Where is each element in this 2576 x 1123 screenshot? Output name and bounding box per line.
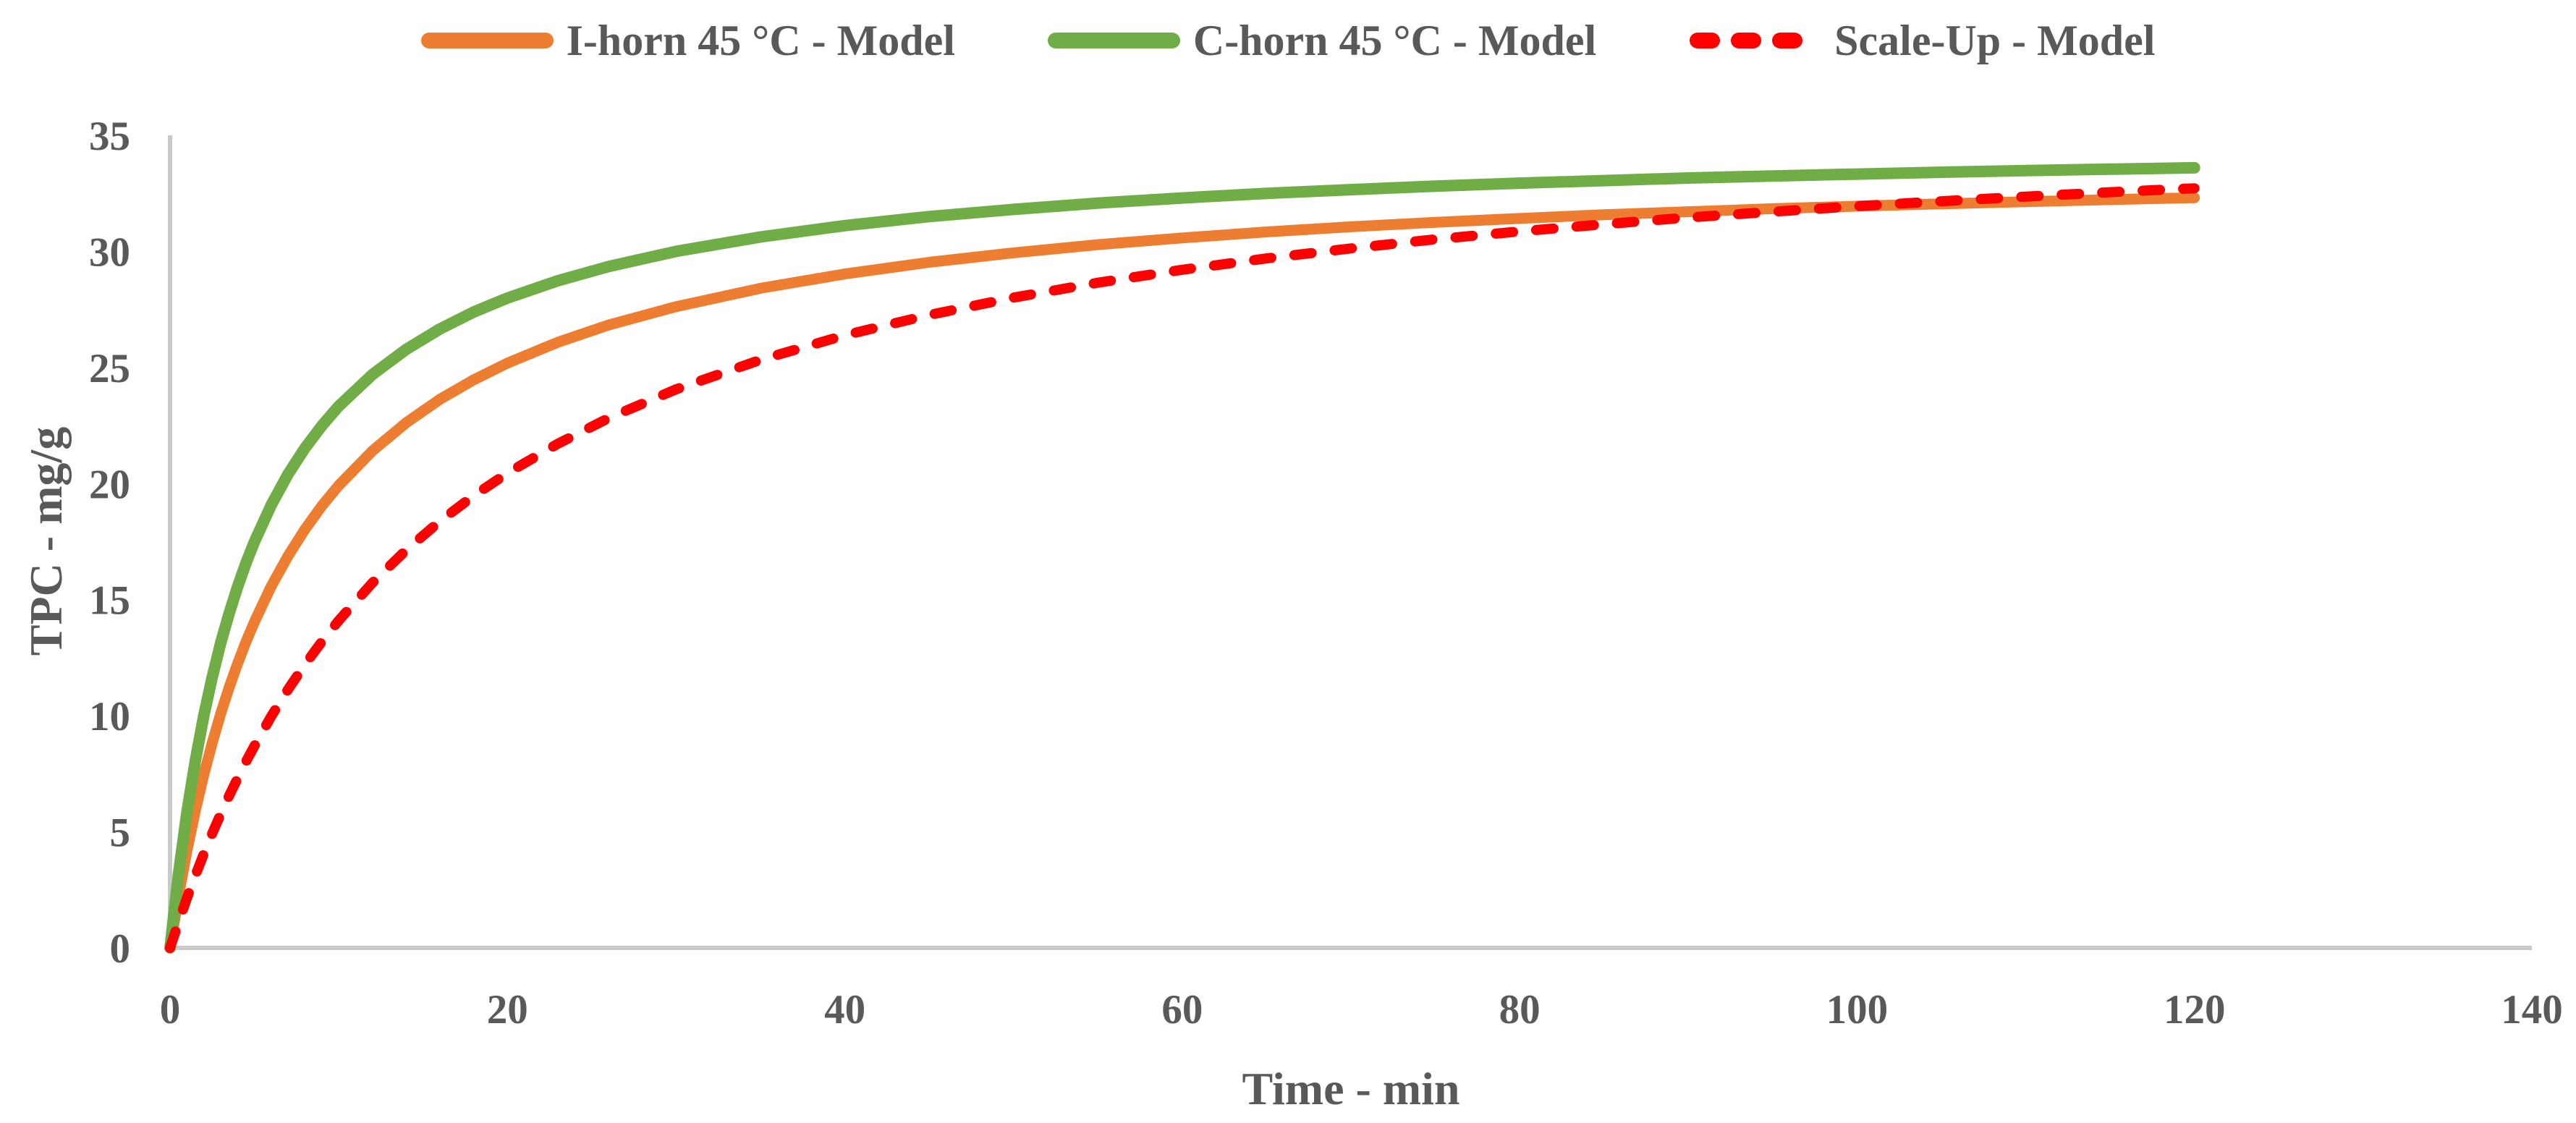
y-tick-label: 20 <box>89 462 130 507</box>
legend-item-scale-up-model[interactable]: Scale-Up - Model <box>1689 16 2155 66</box>
series-line-c-horn-45-c-model <box>164 161 2200 954</box>
x-tick-label: 120 <box>2164 987 2226 1033</box>
y-tick-label: 35 <box>89 114 130 159</box>
x-tick-label: 20 <box>487 987 528 1033</box>
y-tick-label: 10 <box>89 694 130 740</box>
legend-item-i-horn-45-c-model[interactable]: I-horn 45 °C - Model <box>420 16 955 66</box>
x-tick-label: 40 <box>824 987 865 1033</box>
legend-label: I-horn 45 °C - Model <box>566 16 955 64</box>
y-tick-label: 0 <box>110 926 131 972</box>
legend-label: Scale-Up - Model <box>1834 16 2156 64</box>
x-tick-label: 80 <box>1499 987 1541 1033</box>
y-tick-label: 15 <box>89 578 130 624</box>
legend-label: C-horn 45 °C - Model <box>1192 16 1597 64</box>
x-tick-label: 60 <box>1161 987 1203 1033</box>
x-tick-label: 0 <box>160 987 181 1033</box>
chart-legend: I-horn 45 °C - Model C-horn 45 °C - Model… <box>0 17 2576 64</box>
legend-solid-line-swatch <box>1047 33 1180 48</box>
x-axis-title: Time - min <box>1242 1063 1460 1114</box>
y-tick-label: 30 <box>89 229 130 275</box>
series-line-i-horn-45-c-model <box>164 192 2200 954</box>
series-line-scale-up-model <box>165 183 2200 953</box>
x-tick-label: 140 <box>2501 987 2563 1033</box>
x-tick-label: 100 <box>1826 987 1889 1033</box>
y-tick-label: 5 <box>110 810 131 856</box>
legend-solid-line-swatch <box>420 33 554 48</box>
y-tick-label: 25 <box>89 346 130 391</box>
legend-dashed-line-swatch <box>1690 33 1822 48</box>
legend-item-c-horn-45-c-model[interactable]: C-horn 45 °C - Model <box>1047 16 1597 66</box>
